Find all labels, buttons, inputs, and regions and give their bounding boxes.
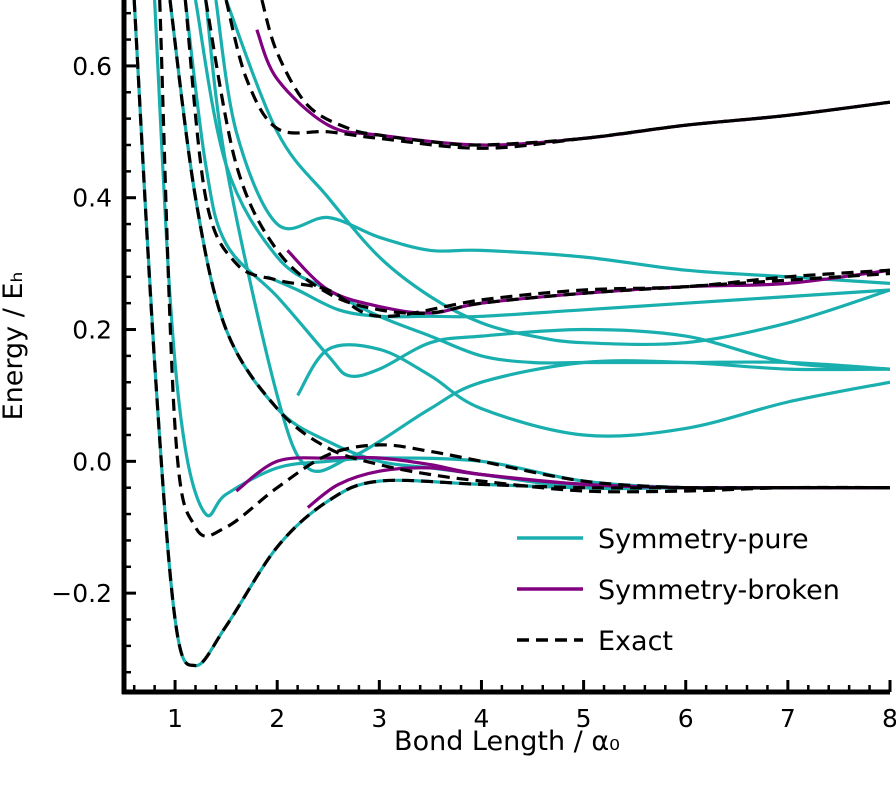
series-line-symmetry-pure-7: [214, 0, 890, 285]
y-tick-label: −0.2: [51, 579, 112, 608]
x-tick-label: 3: [371, 704, 387, 733]
series-line-exact-14: [132, 0, 890, 668]
x-tick-label: 4: [474, 704, 490, 733]
y-axis-label: Energy / Eₕ: [0, 272, 29, 421]
x-tick-label: 6: [678, 704, 694, 733]
series-line-exact-20: [260, 0, 890, 147]
series-line-symmetry-pure-1: [153, 0, 890, 518]
series-line-symmetry-broken-10: [255, 29, 890, 147]
x-tick-label: 8: [882, 704, 896, 733]
series-line-exact-15: [158, 0, 890, 538]
series-line-symmetry-pure-9: [266, 275, 890, 319]
legend: Symmetry-pure Symmetry-broken Exact: [517, 524, 840, 657]
axes-layer: [121, 0, 890, 695]
series-line-exact-19: [224, 0, 890, 150]
series-line-symmetry-pure-2: [168, 0, 890, 491]
x-axis-label: Bond Length / α₀: [394, 726, 620, 757]
series-layer: [132, 0, 890, 668]
series-line-symmetry-pure-8: [296, 343, 890, 438]
series-line-symmetry-broken-11: [286, 249, 890, 315]
x-tick-label: 7: [780, 704, 796, 733]
y-tick-label: 0.2: [72, 316, 112, 345]
x-tick-label: 5: [576, 704, 592, 733]
y-tick-label: 0.6: [72, 52, 112, 81]
ticks-layer: 1 2 3 4 5 6 7 8 −0.2 0.0 0.2 0.4 0.6: [51, 11, 896, 733]
y-tick-label: 0.4: [72, 184, 112, 213]
series-line-symmetry-pure-4: [183, 0, 890, 378]
series-line-exact-16: [168, 0, 890, 494]
legend-label-exact: Exact: [598, 626, 673, 657]
x-tick-label: 2: [269, 704, 285, 733]
series-line-symmetry-pure-6: [224, 0, 890, 347]
x-tick-label: 1: [167, 704, 183, 733]
series-line-exact-18: [204, 0, 890, 316]
y-tick-label: 0.0: [72, 447, 112, 476]
series-line-symmetry-pure-5: [193, 0, 890, 371]
legend-label-symmetry-broken: Symmetry-broken: [598, 575, 840, 606]
series-line-exact-17: [183, 0, 890, 319]
legend-label-symmetry-pure: Symmetry-pure: [598, 524, 809, 555]
